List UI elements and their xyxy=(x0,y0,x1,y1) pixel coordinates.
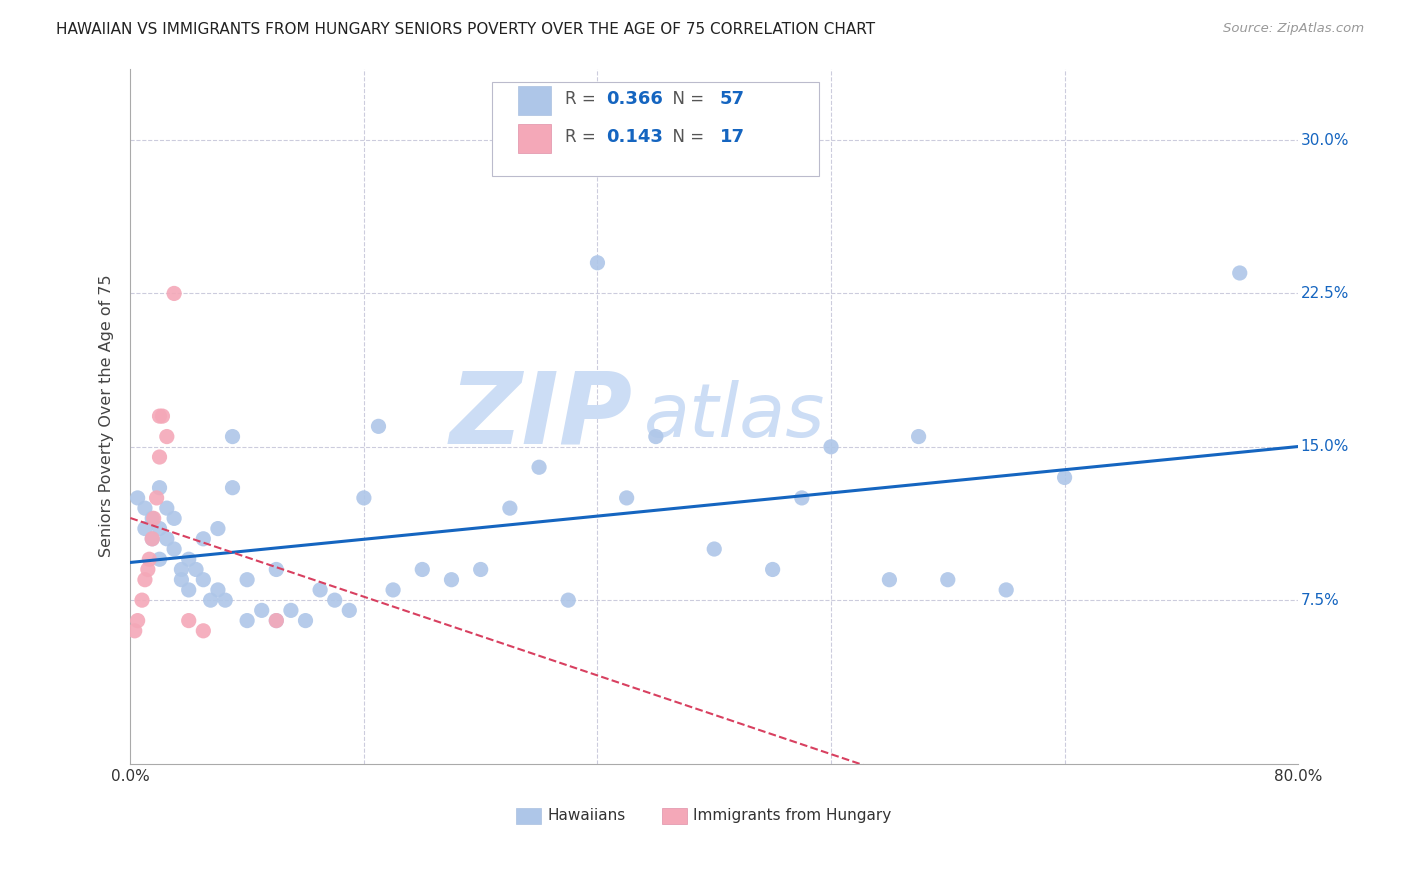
Point xyxy=(148,450,170,464)
Point xyxy=(367,419,389,434)
Text: 30.0%: 30.0% xyxy=(1301,133,1348,147)
Point xyxy=(586,256,609,270)
Point xyxy=(136,562,159,576)
Point xyxy=(152,409,174,424)
Bar xyxy=(516,807,541,824)
Point xyxy=(177,552,200,566)
Point xyxy=(266,614,288,628)
Point xyxy=(236,573,259,587)
Point xyxy=(527,460,550,475)
Point xyxy=(141,532,163,546)
Point xyxy=(184,562,207,576)
Text: Hawaiians: Hawaiians xyxy=(547,807,626,822)
Point xyxy=(250,603,273,617)
Point xyxy=(193,573,215,587)
Text: 7.5%: 7.5% xyxy=(1301,592,1340,607)
Text: R =: R = xyxy=(565,128,600,145)
Point xyxy=(382,582,405,597)
Text: Immigrants from Hungary: Immigrants from Hungary xyxy=(693,807,891,822)
Bar xyxy=(517,124,551,153)
Point xyxy=(148,409,170,424)
Point xyxy=(156,501,179,516)
Point xyxy=(156,532,179,546)
Point xyxy=(1229,266,1251,280)
Point xyxy=(294,614,316,628)
Point xyxy=(141,532,163,546)
Point xyxy=(148,481,170,495)
Point xyxy=(644,429,666,443)
Text: N =: N = xyxy=(662,90,709,108)
Point xyxy=(337,603,360,617)
Point xyxy=(142,511,165,525)
Point xyxy=(236,614,259,628)
Point xyxy=(907,429,929,443)
Text: 17: 17 xyxy=(720,128,745,145)
Point xyxy=(221,481,243,495)
Point xyxy=(440,573,463,587)
Text: R =: R = xyxy=(565,90,600,108)
Point xyxy=(214,593,236,607)
Point xyxy=(820,440,842,454)
Point xyxy=(790,491,813,505)
Point xyxy=(148,522,170,536)
Bar xyxy=(662,807,688,824)
Point xyxy=(995,582,1018,597)
Point xyxy=(134,522,156,536)
Point xyxy=(200,593,222,607)
Point xyxy=(266,562,288,576)
Point xyxy=(879,573,901,587)
Point xyxy=(616,491,638,505)
Point xyxy=(124,624,146,638)
Text: 0.143: 0.143 xyxy=(606,128,662,145)
Point xyxy=(134,573,156,587)
Point xyxy=(134,501,156,516)
Text: N =: N = xyxy=(662,128,709,145)
Point xyxy=(762,562,785,576)
Text: ZIP: ZIP xyxy=(450,368,633,465)
Text: atlas: atlas xyxy=(644,380,825,452)
Text: 15.0%: 15.0% xyxy=(1301,439,1348,454)
Text: 57: 57 xyxy=(720,90,745,108)
Point xyxy=(163,542,186,557)
Point xyxy=(148,552,170,566)
Point xyxy=(557,593,579,607)
Point xyxy=(193,624,215,638)
Point xyxy=(163,511,186,525)
Point xyxy=(280,603,302,617)
Point xyxy=(309,582,332,597)
Bar xyxy=(517,86,551,115)
Point xyxy=(127,491,149,505)
Point xyxy=(936,573,959,587)
Point xyxy=(177,614,200,628)
Text: 22.5%: 22.5% xyxy=(1301,286,1348,301)
Text: 0.366: 0.366 xyxy=(606,90,662,108)
Point xyxy=(163,286,186,301)
Point xyxy=(127,614,149,628)
Point xyxy=(138,552,160,566)
Point xyxy=(131,593,153,607)
Point xyxy=(499,501,522,516)
Point xyxy=(156,429,179,443)
Point xyxy=(1053,470,1076,484)
Point xyxy=(470,562,492,576)
Point xyxy=(193,532,215,546)
Point xyxy=(170,573,193,587)
Point xyxy=(323,593,346,607)
FancyBboxPatch shape xyxy=(492,82,820,177)
Point xyxy=(411,562,433,576)
Point xyxy=(177,582,200,597)
Point xyxy=(266,614,288,628)
Point xyxy=(353,491,375,505)
Text: HAWAIIAN VS IMMIGRANTS FROM HUNGARY SENIORS POVERTY OVER THE AGE OF 75 CORRELATI: HAWAIIAN VS IMMIGRANTS FROM HUNGARY SENI… xyxy=(56,22,876,37)
Point xyxy=(207,582,229,597)
Point xyxy=(703,542,725,557)
Point xyxy=(221,429,243,443)
Text: Source: ZipAtlas.com: Source: ZipAtlas.com xyxy=(1223,22,1364,36)
Point xyxy=(145,491,167,505)
Point xyxy=(207,522,229,536)
Y-axis label: Seniors Poverty Over the Age of 75: Seniors Poverty Over the Age of 75 xyxy=(100,275,114,558)
Point xyxy=(170,562,193,576)
Point xyxy=(141,511,163,525)
